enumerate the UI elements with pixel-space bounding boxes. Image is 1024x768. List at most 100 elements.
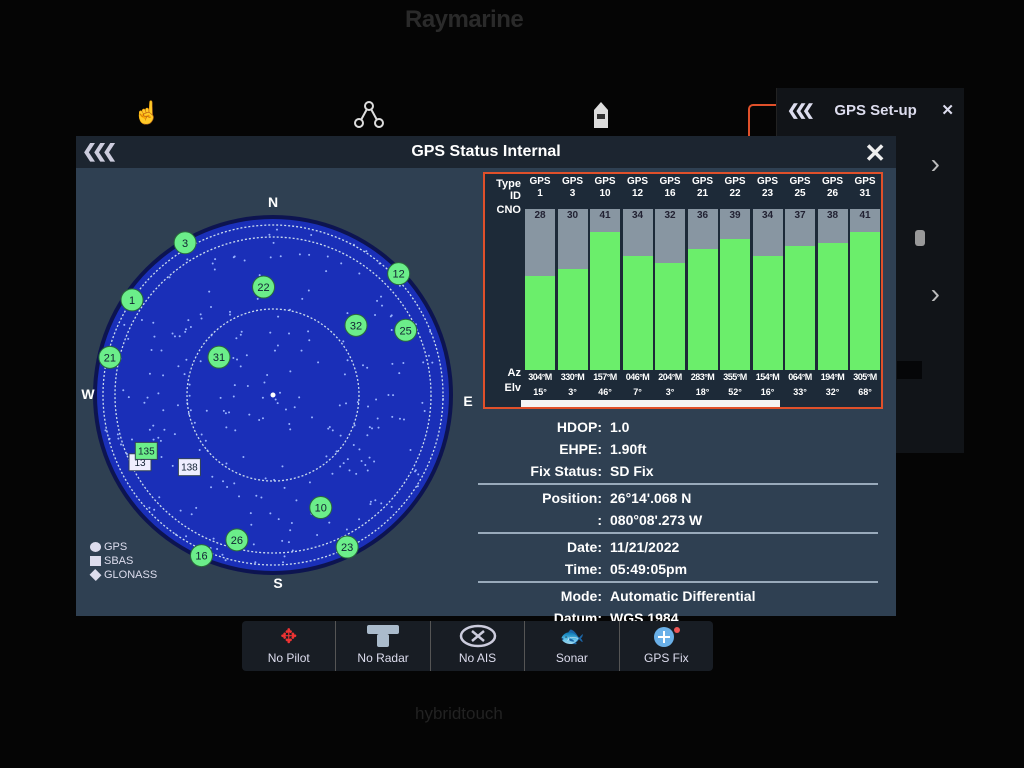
gps-satellite-marker[interactable]: 10	[309, 496, 333, 520]
sat-type: GPS	[724, 176, 746, 187]
gps-satellite-marker[interactable]: 23	[335, 535, 359, 559]
sky-dot	[188, 383, 191, 386]
sky-dot	[254, 561, 257, 564]
satellite-id: 138	[181, 463, 198, 474]
sat-id: 25	[794, 188, 806, 199]
signal-fill	[785, 245, 815, 370]
gps-satellite-marker[interactable]: 26	[225, 528, 249, 552]
sky-dot	[236, 358, 239, 361]
sky-dot	[152, 321, 155, 324]
satellite-signal-table[interactable]: Type ID CNO Az Elv GPS 1 28 304°M 15° GPS…	[483, 172, 883, 409]
sky-dot	[258, 274, 261, 277]
sky-dot	[429, 330, 432, 333]
gps-satellite-marker[interactable]: 12	[387, 262, 411, 286]
status-gps[interactable]: GPS Fix	[620, 621, 713, 671]
gps-satellite-marker[interactable]: 31	[207, 345, 231, 369]
satellite-square	[177, 458, 201, 477]
sky-dot	[283, 555, 286, 558]
gps-satellite-marker[interactable]: 3	[173, 231, 197, 255]
touch-hand-icon[interactable]: ☝	[133, 100, 161, 125]
setup-field[interactable]	[897, 361, 922, 379]
sky-dot	[346, 458, 349, 461]
sky-dot	[276, 344, 279, 347]
sky-dot	[288, 332, 291, 335]
satellite-circle	[173, 231, 197, 255]
close-icon[interactable]: ✕	[941, 102, 954, 119]
toggle-knob[interactable]	[915, 230, 925, 246]
sat-azimuth: 330°M	[560, 372, 585, 382]
gps-satellite-marker[interactable]: 25	[394, 318, 418, 342]
sky-dot	[373, 460, 376, 463]
sky-legend: GPS SBAS GLONASS	[89, 540, 157, 582]
chevron-right-icon[interactable]: ›	[930, 278, 940, 309]
gps-satellite-marker[interactable]: 21	[98, 345, 122, 369]
sky-dot	[345, 402, 348, 405]
sky-dot	[353, 424, 356, 427]
sky-dot	[205, 409, 208, 412]
back-icon[interactable]: ❮❮❮	[82, 141, 117, 161]
sky-dot	[140, 318, 143, 321]
sky-dot	[375, 398, 378, 401]
sky-dot	[377, 426, 380, 429]
sky-dot	[279, 391, 282, 394]
signal-fill	[525, 276, 555, 370]
satellite-column: GPS 12 34 046°M 7°	[622, 176, 653, 401]
boat-icon[interactable]	[586, 100, 616, 130]
sat-type: GPS	[821, 176, 844, 187]
sky-dot	[225, 426, 228, 429]
satellite-column: GPS 26 38 194°M 32°	[817, 176, 848, 401]
gps-satellite-marker[interactable]: 1	[120, 288, 144, 312]
sky-dot	[273, 349, 276, 352]
signal-fill	[883, 228, 884, 370]
signal-fill	[557, 269, 588, 370]
sky-dot	[157, 392, 160, 395]
divider	[478, 581, 878, 583]
sat-type: GPS	[561, 176, 584, 187]
label-az: Az	[507, 367, 521, 379]
sat-cno: 32	[664, 210, 676, 221]
sat-type: GPS	[756, 176, 779, 187]
satellite-column: GPS 21 36 283°M 18°	[687, 176, 718, 401]
sky-dot	[177, 365, 180, 368]
status-sonar[interactable]: 🐟 Sonar	[525, 621, 620, 671]
back-icon[interactable]: ❮❮❮	[787, 102, 815, 119]
sky-dot	[127, 337, 130, 340]
gps-satellite-marker[interactable]: 16	[190, 544, 214, 568]
sky-dot	[152, 438, 155, 441]
sat-azimuth: 194°M	[820, 372, 845, 382]
sky-dot	[243, 259, 246, 262]
status-ais[interactable]: No AIS	[431, 621, 526, 671]
signal-bar: 34	[622, 209, 653, 370]
sky-dot	[342, 340, 345, 343]
close-icon[interactable]: ✕	[864, 138, 886, 168]
sky-dot	[279, 255, 282, 258]
sky-dot	[366, 469, 369, 472]
sky-dot	[339, 465, 342, 468]
gps-satellite-marker[interactable]: 32	[344, 313, 368, 337]
satellite-circle	[387, 262, 411, 286]
sky-dot	[376, 417, 379, 420]
sky-dot	[162, 374, 165, 377]
table-scrollbar[interactable]	[521, 400, 781, 407]
sky-dot	[233, 482, 236, 485]
sky-dot	[246, 385, 249, 388]
sky-dot	[185, 328, 188, 331]
fix-status-label: Fix Status:	[530, 463, 602, 479]
waypoint-network-icon[interactable]	[354, 100, 384, 130]
gps-satellite-marker[interactable]: 22	[252, 275, 276, 299]
mode-value: Automatic Differential	[610, 588, 756, 604]
status-pilot[interactable]: ✥ No Pilot	[242, 621, 337, 671]
fish-icon: 🐟	[559, 626, 585, 648]
sat-id: 21	[696, 188, 709, 199]
chevron-right-icon[interactable]: ›	[930, 148, 940, 179]
sky-dot	[189, 409, 192, 412]
status-radar[interactable]: No Radar	[336, 621, 431, 671]
sky-dot	[143, 401, 146, 404]
sky-dot	[325, 455, 328, 458]
sky-dot	[308, 253, 311, 256]
satellite-circle	[98, 345, 122, 369]
sbas-satellite-marker[interactable]: 138	[177, 458, 201, 477]
sbas-satellite-marker[interactable]: 135	[134, 441, 158, 460]
sat-type: GPS	[529, 176, 551, 187]
satellite-column: GPS 32 4 050 52	[883, 176, 884, 401]
